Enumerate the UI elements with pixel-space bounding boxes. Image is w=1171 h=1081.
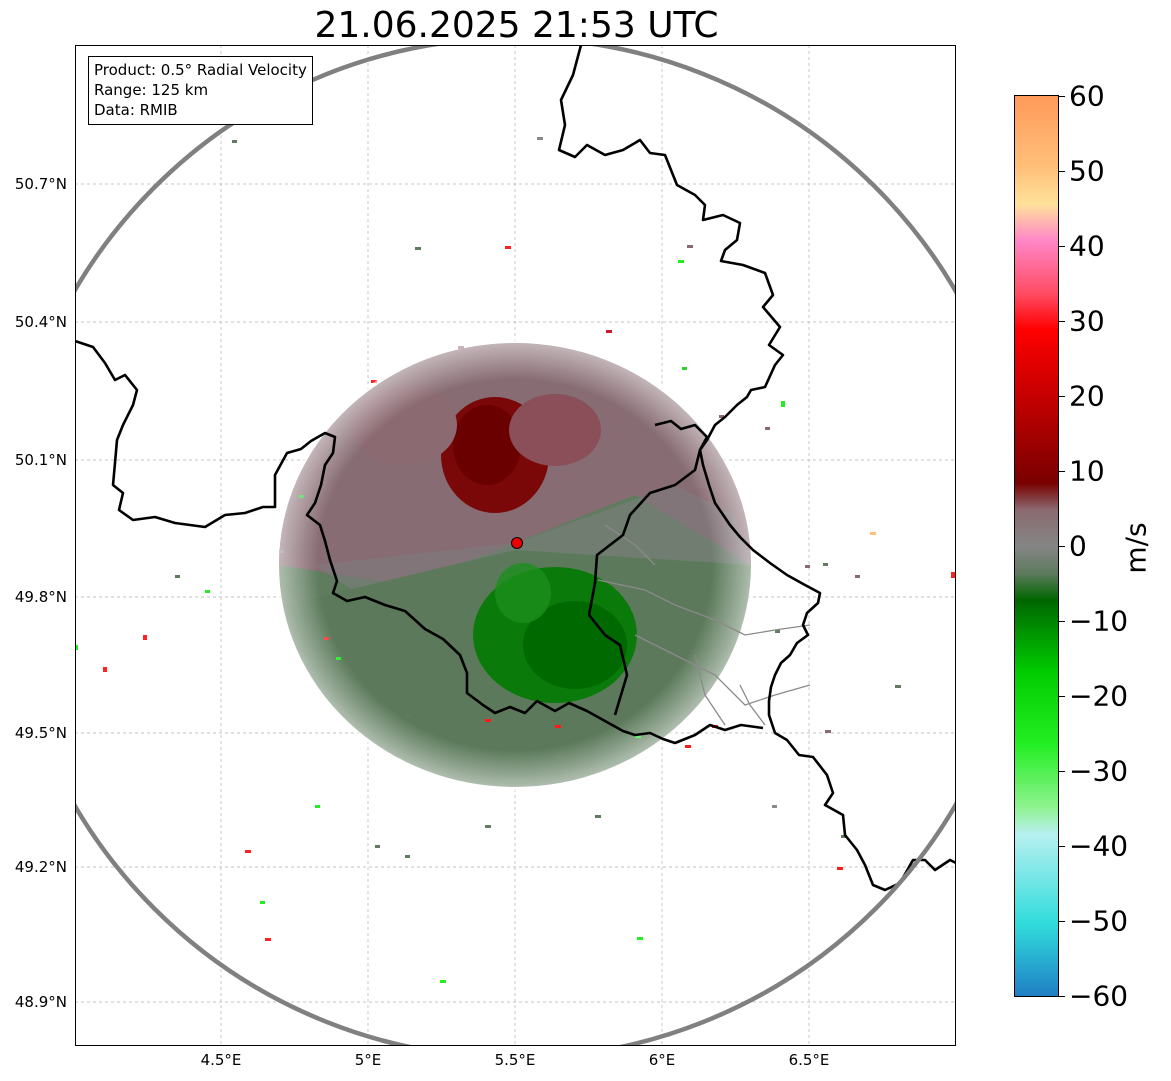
map-title: 21.06.2025 21:53 UTC xyxy=(314,5,719,46)
lat-label: 49.2°N xyxy=(14,858,67,876)
lat-label: 48.9°N xyxy=(14,993,67,1011)
lat-label: 50.7°N xyxy=(14,175,67,193)
colorbar-label: 0 xyxy=(1069,529,1087,563)
colorbar-tick xyxy=(1059,546,1065,547)
colorbar-tick xyxy=(1059,246,1065,247)
colorbar-label: −40 xyxy=(1069,829,1129,863)
lat-label: 50.4°N xyxy=(14,313,67,331)
info-data: Data: RMIB xyxy=(94,101,178,119)
colorbar-tick xyxy=(1059,771,1065,772)
info-box: Product: 0.5° Radial Velocity Range: 125… xyxy=(88,56,313,125)
velocity-colorbar xyxy=(1014,95,1059,997)
colorbar-label: 50 xyxy=(1069,154,1105,188)
colorbar-tick xyxy=(1059,696,1065,697)
colorbar-label: 30 xyxy=(1069,304,1105,338)
radar-map[interactable] xyxy=(75,45,956,1046)
lon-label: 5.5°E xyxy=(494,1051,536,1069)
colorbar-unit: m/s xyxy=(1119,522,1153,574)
country-borders xyxy=(75,45,956,892)
info-product: Product: 0.5° Radial Velocity xyxy=(94,61,307,79)
info-range: Range: 125 km xyxy=(94,81,209,99)
colorbar-tick xyxy=(1059,321,1065,322)
colorbar-label: −50 xyxy=(1069,904,1129,938)
colorbar-label: 40 xyxy=(1069,229,1105,263)
colorbar-label: −30 xyxy=(1069,754,1129,788)
colorbar-tick xyxy=(1059,921,1065,922)
colorbar-tick xyxy=(1059,396,1065,397)
lon-label: 5°E xyxy=(354,1051,382,1069)
lat-label: 49.5°N xyxy=(14,724,67,742)
lon-label: 6°E xyxy=(648,1051,676,1069)
lat-label: 49.8°N xyxy=(14,588,67,606)
colorbar-label: 20 xyxy=(1069,379,1105,413)
colorbar-tick xyxy=(1059,471,1065,472)
velocity-echoes xyxy=(75,137,955,983)
colorbar-tick xyxy=(1059,621,1065,622)
colorbar-label: 60 xyxy=(1069,79,1105,113)
colorbar-tick xyxy=(1059,846,1065,847)
lon-label: 6.5°E xyxy=(788,1051,830,1069)
colorbar-tick xyxy=(1059,96,1065,97)
colorbar-label: −10 xyxy=(1069,604,1129,638)
region-boundaries xyxy=(597,524,811,726)
colorbar-label: −20 xyxy=(1069,679,1129,713)
colorbar-label: −60 xyxy=(1069,979,1129,1013)
lon-label: 4.5°E xyxy=(200,1051,242,1069)
colorbar-tick xyxy=(1059,171,1065,172)
lat-label: 50.1°N xyxy=(14,451,67,469)
colorbar-label: 10 xyxy=(1069,454,1105,488)
colorbar-tick xyxy=(1059,996,1065,997)
radar-site-marker xyxy=(511,537,523,549)
